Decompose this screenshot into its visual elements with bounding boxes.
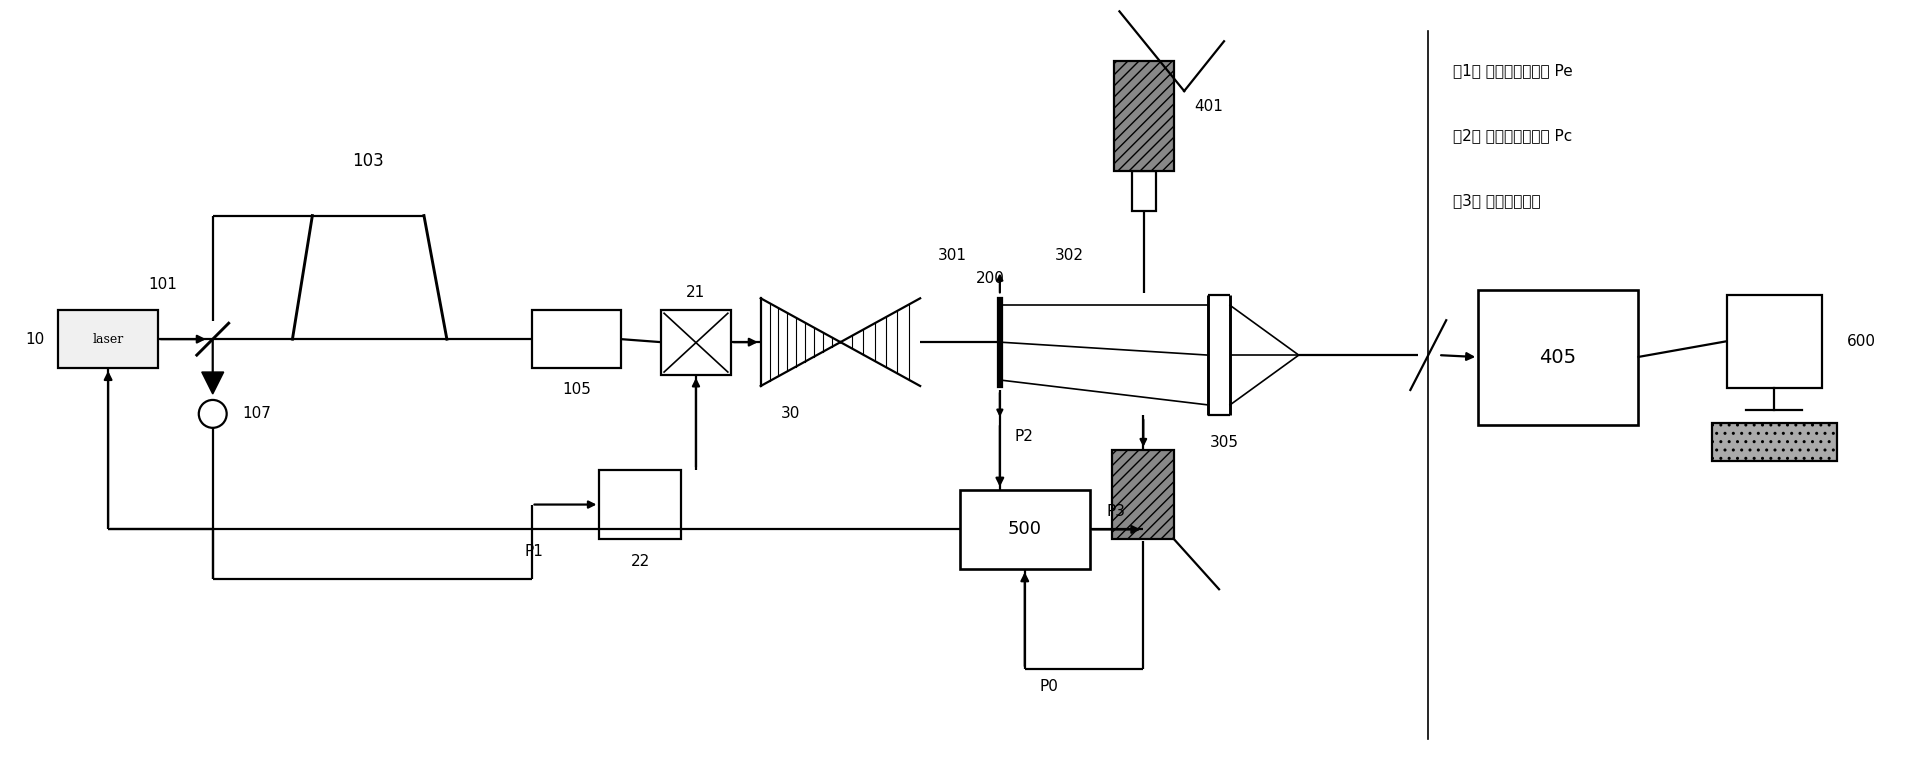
Text: P1: P1: [524, 544, 544, 559]
Bar: [1477, 290, 1637, 425]
Text: P3: P3: [1106, 504, 1126, 519]
Bar: [532, 310, 620, 368]
Text: 401: 401: [1195, 99, 1224, 114]
Text: 302: 302: [1055, 248, 1083, 263]
Text: （2） 外触发采集信号 Pc: （2） 外触发采集信号 Pc: [1452, 128, 1573, 144]
Text: （3） 视频输出信号: （3） 视频输出信号: [1452, 193, 1541, 208]
Text: 101: 101: [148, 277, 177, 292]
Circle shape: [198, 400, 227, 428]
Text: 107: 107: [242, 406, 271, 422]
Text: 200: 200: [976, 271, 1005, 286]
Bar: [1112, 450, 1174, 539]
Text: P0: P0: [1039, 679, 1058, 694]
Text: 305: 305: [1210, 435, 1239, 450]
Text: （1） 外触发曝光信号 Pe: （1） 外触发曝光信号 Pe: [1452, 63, 1573, 79]
Bar: [1712, 422, 1836, 461]
Text: 10: 10: [25, 332, 44, 347]
Text: 21: 21: [686, 285, 705, 299]
Text: 301: 301: [937, 248, 966, 263]
Text: 500: 500: [1009, 520, 1041, 539]
Bar: [1727, 296, 1821, 388]
Text: 22: 22: [630, 554, 649, 569]
Text: P2: P2: [1014, 429, 1033, 445]
Text: 105: 105: [563, 383, 592, 397]
Bar: [1114, 61, 1174, 171]
Text: 600: 600: [1846, 334, 1875, 348]
Text: laser: laser: [92, 332, 123, 345]
Polygon shape: [202, 372, 223, 394]
Bar: [661, 310, 730, 375]
Bar: [58, 310, 158, 368]
Text: 103: 103: [352, 152, 384, 170]
Bar: [1131, 171, 1156, 211]
Text: 30: 30: [782, 406, 801, 422]
Text: 405: 405: [1539, 348, 1577, 367]
Bar: [599, 470, 682, 539]
Bar: [960, 490, 1089, 569]
